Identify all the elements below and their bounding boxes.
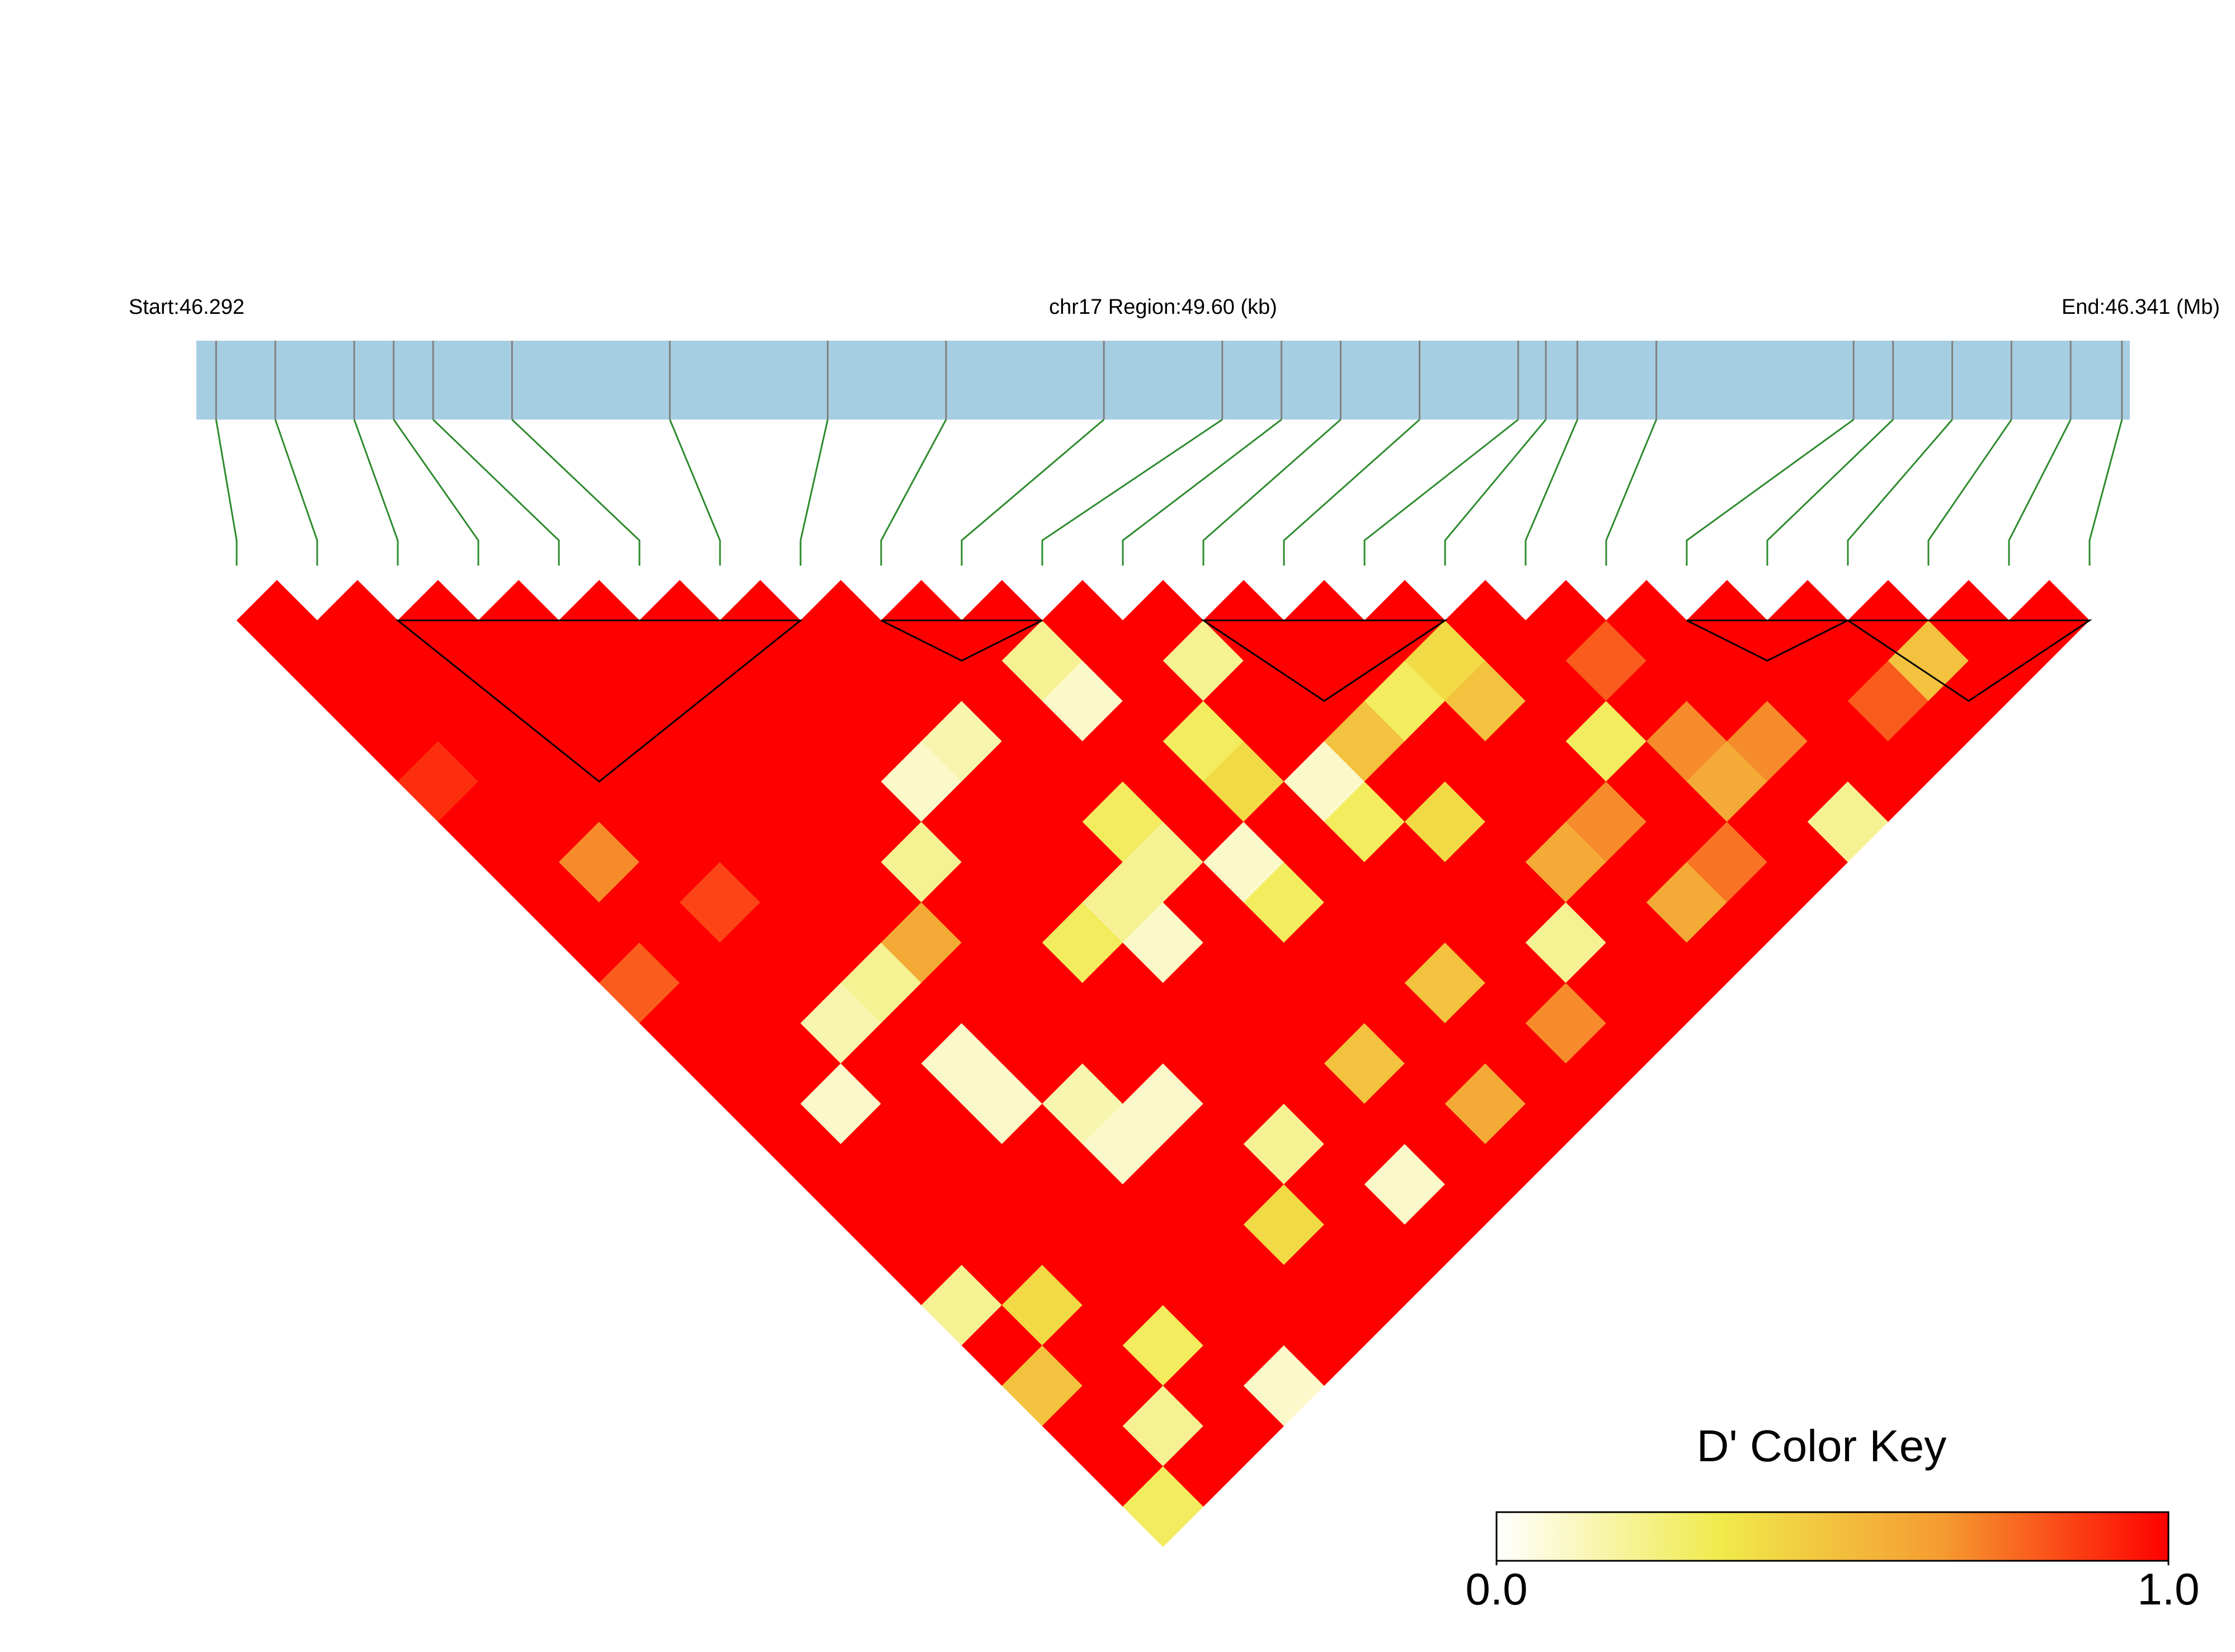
snp-link — [393, 419, 479, 566]
key-title: D' Color Key — [1697, 1421, 1947, 1471]
snp-link — [1766, 418, 1894, 566]
snp-link — [274, 419, 318, 566]
snp-link — [2088, 419, 2123, 566]
snp-link — [1122, 418, 1282, 566]
ld-block — [881, 619, 1043, 662]
snp-link — [1444, 419, 1547, 566]
key-tick-label: 0.0 — [1465, 1564, 1527, 1614]
snp-link — [799, 419, 829, 566]
snp-link — [1605, 419, 1658, 566]
ld-block — [1201, 619, 1448, 702]
snp-link — [1363, 418, 1519, 566]
ld-matrix — [236, 580, 2090, 1547]
snp-link — [1202, 418, 1342, 566]
snp-link — [2008, 419, 2072, 566]
snp-link — [880, 419, 947, 566]
ld-block — [395, 619, 803, 783]
gene-bar — [196, 341, 2130, 420]
snp-link — [215, 419, 238, 566]
snp-link — [1041, 418, 1223, 566]
snp-link — [432, 418, 560, 566]
start-label: Start:46.292 — [129, 295, 244, 319]
chart-title: chr17 Region:49.60 (kb) — [1049, 295, 1277, 319]
color-key — [1495, 1511, 2170, 1562]
snp-link — [1524, 419, 1578, 566]
snp-link — [1847, 419, 1953, 566]
snp-link — [1927, 419, 2012, 566]
ld-block — [1686, 619, 1848, 662]
key-tick-label: 1.0 — [2137, 1564, 2199, 1614]
snp-link — [669, 419, 721, 566]
snp-link — [1686, 418, 1855, 566]
ld-block — [1845, 619, 2092, 702]
snp-link — [961, 418, 1105, 566]
snp-link — [1283, 418, 1420, 566]
end-label: End:46.341 (Mb) — [2062, 295, 2220, 319]
snp-link — [511, 418, 641, 566]
snp-link — [353, 419, 399, 566]
